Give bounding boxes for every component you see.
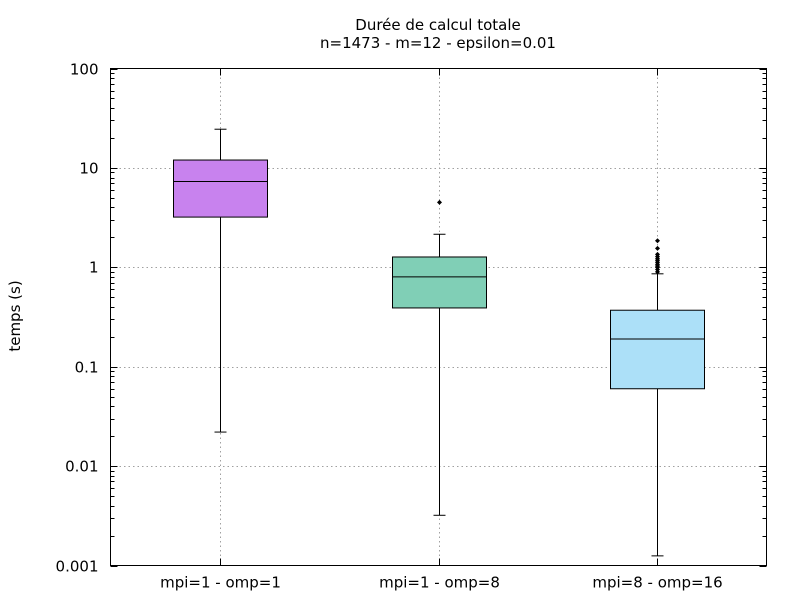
outlier-point xyxy=(437,199,442,205)
y-tick-label: 10 xyxy=(79,160,98,178)
y-tick-label: 100 xyxy=(70,61,99,79)
interquartile-box xyxy=(610,309,705,390)
y-axis-label: temps (s) xyxy=(6,280,24,351)
chart-title: Durée de calcul totale xyxy=(355,16,520,34)
outlier-point xyxy=(655,238,660,244)
plot-frame xyxy=(110,68,767,566)
x-category-label: mpi=1 - omp=8 xyxy=(379,574,500,592)
x-category-label: mpi=1 - omp=1 xyxy=(160,574,281,592)
y-tick-label: 0.1 xyxy=(75,359,99,377)
box-1 xyxy=(173,128,268,433)
box-2 xyxy=(392,199,487,516)
box-plot-series xyxy=(173,128,705,557)
x-category-label: mpi=8 - omp=16 xyxy=(592,574,722,592)
outlier-point xyxy=(655,251,660,257)
box-3 xyxy=(610,238,705,557)
outlier-point xyxy=(655,245,660,251)
interquartile-box xyxy=(392,256,487,309)
chart-subtitle: n=1473 - m=12 - epsilon=0.01 xyxy=(320,34,556,52)
axis-ticks xyxy=(110,68,767,567)
y-tick-label: 0.01 xyxy=(65,458,98,476)
interquartile-box xyxy=(173,159,268,218)
axis-tick-labels: 0.001 0.01 0.1 1 10 100 mpi=1 - omp=1 mpi=1 - o… xyxy=(56,61,723,592)
y-tick-label: 0.001 xyxy=(56,558,99,576)
y-tick-label: 1 xyxy=(89,259,99,277)
